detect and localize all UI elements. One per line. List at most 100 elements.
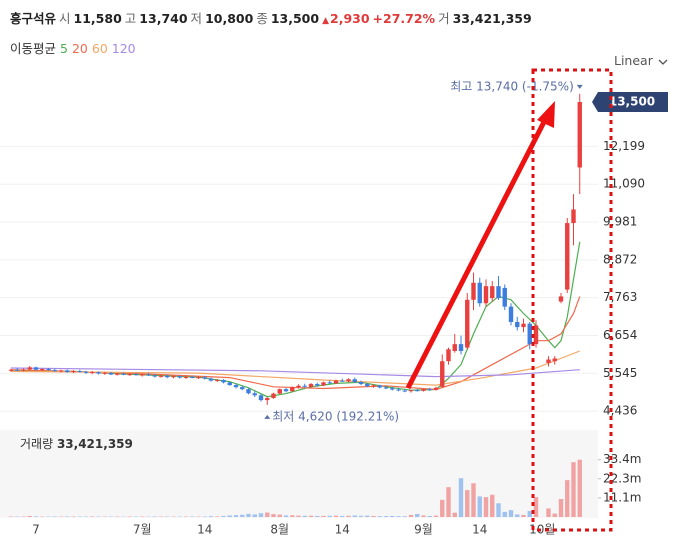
volume-bar [546,508,551,517]
volume-bar [527,511,532,517]
candle-body [308,384,314,387]
volume-bar [577,459,582,517]
volume-bar [283,515,289,517]
y-tick-label: 8,872 [603,252,637,266]
candle-body [52,370,57,372]
candle-body [127,374,132,376]
stock-name: 흥구석유 [10,11,57,26]
legend-entry: 60 [91,41,108,56]
candle-body [165,375,170,378]
volume-bar [452,512,457,517]
volume-bar [465,490,470,517]
volume-bar [308,515,314,517]
scale-label[interactable]: Linear [614,53,653,68]
volume-bar [440,499,445,517]
volume-bar [265,512,270,517]
volume-bar [358,515,364,517]
y-tick-label: 11,090 [603,177,645,191]
candle-body [571,209,576,224]
volume-tick-label: 22.3m [603,471,641,485]
volume-bar [483,497,489,517]
volume-bar [202,516,207,517]
volume-bar [296,515,301,517]
candle-body [8,369,14,371]
volume-bar [8,516,14,517]
candle-body [158,375,164,377]
candle-body [477,282,482,304]
volume-bar [371,515,376,517]
candle-body [458,344,464,351]
volume-bar [208,516,214,517]
candle-body [33,367,39,370]
candle-body [383,387,389,389]
candle-body [565,223,570,290]
volume-bar [365,515,370,517]
volume-bar [33,516,39,517]
field-value: 11,580 [73,11,122,26]
candle-body [133,374,139,376]
x-tick-label: 8월 [270,523,289,537]
candle-body [371,385,376,387]
high-marker [576,84,583,89]
volume-bar [427,515,432,517]
candle-body [15,369,20,371]
candle-body [421,389,426,391]
volume-bar [383,516,389,517]
candle-body [146,374,151,376]
candle-body [321,382,326,386]
volume-bar [508,510,514,517]
volume-bar [340,515,345,517]
candle-body [340,380,345,382]
candle-body [283,389,289,392]
candle-body [390,388,395,390]
volume-bar [515,514,520,517]
x-tick-label: 10월 [529,523,555,537]
volume-bar [52,516,57,517]
volume-bar [502,511,507,517]
volume-bar [490,494,495,517]
candle-body [96,372,101,374]
field-label: 저 [190,11,203,26]
volume-bar [402,516,407,517]
candle-body [190,376,195,378]
candle-body [221,379,226,383]
candle-body [402,390,407,392]
candle-body [65,370,70,373]
legend-entry: 5 [60,41,68,56]
volume-bar [290,515,295,517]
volume-bar [65,516,70,517]
candle-body [440,361,445,387]
highlight-box [531,68,613,532]
candle-body [433,387,439,390]
field-value: 10,800 [205,11,254,26]
scale-selector[interactable]: Linear [614,53,669,68]
volume-bar [252,514,257,517]
candle-body [140,374,145,376]
legend: 이동평균 5 20 60 120 [10,38,140,57]
y-tick-label: 6,654 [603,328,637,342]
volume-bar [408,514,414,517]
candle-body [108,372,114,375]
candle-body [496,286,501,299]
volume-bar [221,515,226,517]
volume-bar [246,513,251,517]
candle-body [465,299,470,348]
candle-body [552,358,557,362]
high-annotation: 최고 13,740 (-1.75%) [450,79,574,93]
candle-body [483,286,489,304]
candle-body [346,379,351,382]
ma-line [10,296,581,391]
candle-body [71,371,76,373]
candle-body [352,379,357,383]
candle-body [521,323,526,328]
volume-bar [27,515,32,517]
candle-body [265,398,270,401]
volume-bar [390,515,395,517]
candle-body [77,371,82,373]
candle-body [577,102,582,168]
candle-body [408,390,414,392]
candle-body [358,382,364,385]
volume-bar [215,516,220,517]
volume-bar [433,515,439,517]
